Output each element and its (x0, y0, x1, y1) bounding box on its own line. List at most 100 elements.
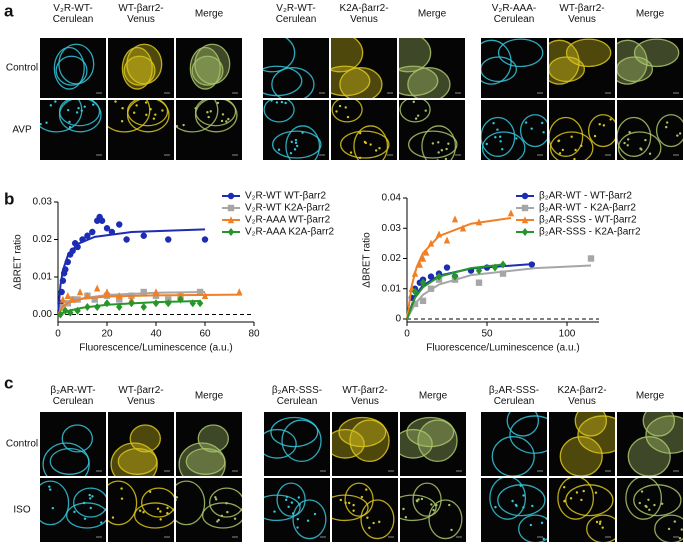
puncta (89, 497, 92, 500)
puncta (138, 509, 142, 512)
cell (42, 442, 90, 476)
micrograph (108, 100, 174, 160)
puncta (563, 486, 566, 489)
cell (408, 130, 458, 159)
cell (58, 100, 102, 133)
point (236, 288, 243, 296)
point (475, 279, 483, 286)
puncta (227, 117, 230, 121)
micrograph (108, 412, 174, 476)
row-label: Control (6, 63, 38, 74)
image-frame (549, 38, 615, 98)
column-header: Venus (568, 396, 596, 407)
puncta (599, 520, 602, 523)
puncta (574, 148, 577, 152)
micrograph (108, 38, 174, 98)
puncta (653, 503, 656, 507)
cell (110, 442, 158, 476)
legend-marker (227, 192, 235, 200)
cells (263, 100, 322, 160)
micrograph (176, 412, 242, 476)
puncta (360, 495, 364, 499)
point (411, 300, 419, 308)
legend-marker (521, 192, 529, 200)
point (76, 288, 84, 296)
y-tick-label: 0.02 (33, 234, 53, 245)
puncta (676, 134, 679, 137)
puncta (431, 142, 435, 145)
micrograph (264, 412, 330, 476)
puncta (217, 518, 220, 522)
puncta (225, 120, 228, 123)
point (58, 288, 65, 296)
micrograph (617, 38, 683, 98)
point (116, 221, 123, 228)
puncta (530, 127, 533, 130)
cell (133, 502, 174, 529)
puncta (290, 501, 294, 504)
image-frame (40, 100, 106, 160)
cells (481, 38, 544, 85)
micrograph (481, 478, 547, 542)
puncta (644, 138, 647, 142)
fit-curve (406, 263, 504, 320)
cell (197, 424, 229, 453)
puncta (424, 109, 427, 112)
legend-label: V₂R-AAA K2A-βarr2 (245, 227, 335, 238)
cell (617, 116, 652, 157)
cell (40, 100, 83, 133)
column-header: β₂AR-SSS- (272, 385, 322, 396)
puncta (152, 117, 156, 120)
point (427, 273, 435, 280)
puncta (91, 495, 94, 498)
puncta (404, 516, 408, 519)
point (57, 310, 64, 319)
micrograph (332, 478, 398, 542)
point (62, 266, 69, 273)
puncta (515, 504, 518, 508)
point (69, 295, 76, 303)
row-label: AVP (12, 125, 32, 136)
column-header: Merge (418, 9, 447, 20)
cell (276, 482, 306, 517)
cell (519, 114, 547, 148)
micrograph (399, 38, 465, 98)
puncta (306, 519, 310, 522)
puncta (233, 517, 237, 520)
point (59, 277, 67, 284)
puncta (51, 506, 55, 510)
micrograph (617, 412, 683, 476)
cell (58, 43, 95, 85)
puncta (226, 510, 229, 514)
puncta (432, 508, 435, 512)
puncta (277, 148, 281, 151)
puncta (450, 528, 453, 532)
puncta (542, 537, 545, 541)
puncta (378, 146, 381, 150)
panel-label: a (4, 1, 14, 20)
column-header: V₂R-WT- (276, 3, 315, 14)
puncta (678, 132, 682, 135)
cell (617, 39, 648, 85)
y-axis-label: ΔBRET ratio (362, 232, 373, 288)
cell (399, 38, 432, 73)
x-tick-label: 0 (55, 329, 61, 340)
puncta (492, 121, 495, 125)
cell (417, 419, 458, 463)
cell (40, 480, 70, 526)
micrograph (549, 38, 615, 98)
column-header: WT-βarr2- (559, 3, 604, 14)
cells (121, 43, 163, 90)
micrograph (108, 478, 174, 542)
point (74, 243, 81, 251)
cell (55, 55, 88, 86)
puncta (673, 520, 677, 523)
puncta (561, 148, 565, 152)
point (177, 295, 184, 304)
x-tick-label: 100 (559, 329, 576, 340)
puncta (194, 107, 197, 110)
puncta (570, 135, 573, 138)
column-header: Cerulean (494, 14, 535, 25)
cell (625, 478, 663, 520)
puncta (68, 120, 71, 124)
